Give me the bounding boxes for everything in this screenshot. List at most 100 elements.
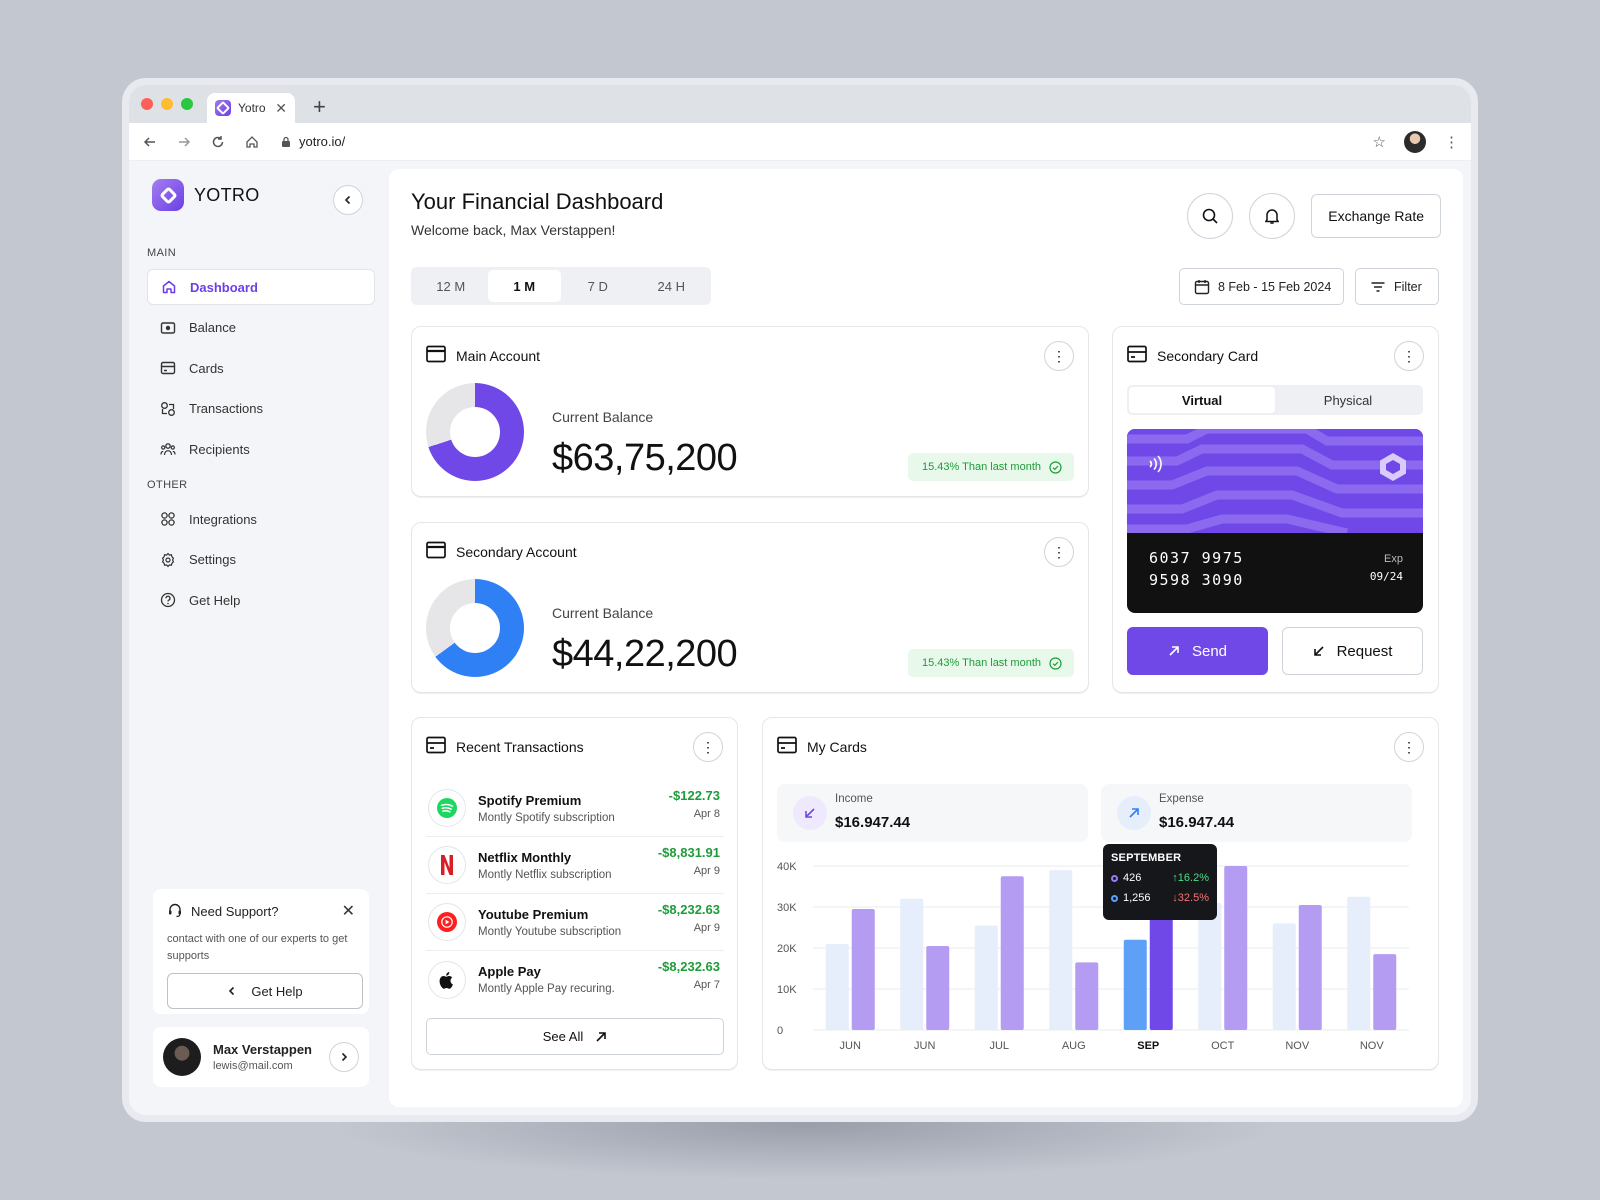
minimize-window-dot[interactable]	[161, 98, 173, 110]
bar-chart[interactable]: 0 10K 20K 30K 40K JUN JUN JUL AUG SEP OCT NOV NOV	[773, 856, 1423, 1056]
growth-text: 15.43% Than last month	[921, 461, 1041, 473]
bar-oct-5-series-0[interactable]	[1198, 902, 1222, 1030]
bar-nov-6-series-0[interactable]	[1272, 923, 1296, 1030]
transaction-date: Apr 8	[693, 808, 720, 820]
secondary-card-menu-button[interactable]: ⋮	[1394, 341, 1424, 371]
tab-physical[interactable]: Physical	[1323, 392, 1373, 408]
card-number-line2: 9598 3090	[1149, 571, 1244, 589]
tooltip-month: SEPTEMBER	[1111, 852, 1182, 864]
sidebar-item-recipients[interactable]: Recipients	[147, 431, 375, 467]
browser-tab[interactable]: Yotro ✕	[207, 93, 295, 123]
back-icon[interactable]	[141, 133, 159, 151]
x-tick-label: NOV	[1360, 1040, 1385, 1052]
bar-nov-6-series-1[interactable]	[1298, 904, 1322, 1030]
transaction-list: Spotify Premium Montly Spotify subscript…	[426, 780, 724, 1008]
tab-1m[interactable]: 1 M	[487, 270, 561, 302]
y-tick-label: 20K	[777, 943, 797, 955]
bar-jul-2-series-1[interactable]	[1000, 876, 1024, 1030]
bar-oct-5-series-1[interactable]	[1224, 866, 1248, 1030]
sidebar-item-integrations[interactable]: Integrations	[147, 501, 375, 537]
page-title: Your Financial Dashboard	[411, 189, 664, 214]
list-item[interactable]: Apple Pay Montly Apple Pay recuring. -$8…	[426, 951, 724, 1008]
bell-icon	[1265, 209, 1280, 224]
users-icon	[159, 440, 177, 458]
contactless-icon	[1147, 455, 1163, 478]
sidebar-item-label: Get Help	[189, 592, 241, 608]
bar-jun-1-series-1[interactable]	[926, 945, 950, 1030]
sidebar-item-label: Recipients	[189, 441, 250, 457]
list-item[interactable]: Youtube Premium Montly Youtube subscript…	[426, 894, 724, 951]
transactions-menu-button[interactable]: ⋮	[693, 732, 723, 762]
more-vertical-icon: ⋮	[1402, 739, 1416, 755]
home-browser-icon[interactable]	[243, 133, 261, 151]
profile-open-button[interactable]	[329, 1042, 359, 1072]
sidebar-item-transactions[interactable]: Transactions	[147, 391, 375, 427]
bookmark-star-icon[interactable]: ☆	[1372, 133, 1386, 151]
tab-12m[interactable]: 12 M	[436, 278, 466, 294]
tab-7d[interactable]: 7 D	[587, 278, 608, 294]
home-icon	[160, 278, 178, 296]
tooltip-income-change: 16.2%	[1177, 872, 1209, 884]
bar-aug-3-series-0[interactable]	[1049, 870, 1073, 1030]
list-item[interactable]: Spotify Premium Montly Spotify subscript…	[426, 780, 724, 837]
see-all-button[interactable]: See All	[426, 1018, 724, 1055]
secondary-balance-value: $44,22,200	[552, 633, 738, 675]
y-tick-label: 10K	[777, 984, 797, 996]
get-help-button[interactable]: Get Help	[167, 973, 363, 1009]
send-button[interactable]: Send	[1127, 627, 1268, 675]
bar-sep-4-series-1[interactable]	[1149, 917, 1173, 1030]
other-nav: Integrations Settings Get Help	[147, 501, 375, 623]
sidebar-item-cards[interactable]: Cards	[147, 350, 375, 386]
brand[interactable]: YOTRO	[152, 179, 260, 211]
tab-close-icon[interactable]: ✕	[275, 99, 287, 116]
profile-name: Max Verstappen	[213, 1042, 312, 1057]
filter-button[interactable]: Filter	[1355, 268, 1439, 305]
bar-jul-2-series-0[interactable]	[974, 925, 998, 1030]
secondary-account-menu-button[interactable]: ⋮	[1044, 537, 1074, 567]
tab-virtual[interactable]: Virtual	[1129, 387, 1275, 413]
request-button[interactable]: Request	[1282, 627, 1423, 675]
list-item[interactable]: Netflix Monthly Montly Netflix subscript…	[426, 837, 724, 894]
bar-nov-7-series-0[interactable]	[1347, 896, 1371, 1030]
forward-icon[interactable]	[175, 133, 193, 151]
maximize-window-dot[interactable]	[181, 98, 193, 110]
transaction-date: Apr 9	[693, 922, 720, 934]
bar-aug-3-series-1[interactable]	[1075, 962, 1099, 1030]
sidebar-item-label: Settings	[189, 552, 236, 567]
browser-tabbar: Yotro ✕ +	[129, 85, 1471, 123]
user-profile[interactable]: Max Verstappen lewis@mail.com	[153, 1027, 369, 1087]
url-field[interactable]: yotro.io/	[281, 134, 345, 149]
credit-card-visual[interactable]: 6037 9975 9598 3090 Exp 09/24	[1127, 429, 1423, 613]
sidebar-item-label: Dashboard	[190, 279, 258, 295]
check-circle-icon	[1049, 656, 1062, 670]
bar-jun-0-series-1[interactable]	[851, 909, 875, 1030]
see-all-label: See All	[542, 1029, 584, 1044]
browser-menu-icon[interactable]: ⋮	[1444, 133, 1459, 151]
recent-transactions-panel: Recent Transactions ⋮ Spotify Premium Mo…	[411, 717, 738, 1070]
sidebar-item-settings[interactable]: Settings	[147, 542, 375, 578]
reload-icon[interactable]	[209, 133, 227, 151]
browser-profile-avatar[interactable]	[1404, 130, 1426, 153]
x-tick-label: AUG	[1062, 1040, 1086, 1052]
transaction-amount: -$8,831.91	[657, 845, 720, 860]
new-tab-icon[interactable]: +	[313, 94, 326, 119]
bar-jun-1-series-0[interactable]	[900, 898, 924, 1030]
sidebar-item-dashboard[interactable]: Dashboard	[147, 269, 375, 305]
tab-24h[interactable]: 24 H	[657, 278, 685, 294]
sidebar-item-get-help[interactable]: Get Help	[147, 582, 375, 618]
my-cards-menu-button[interactable]: ⋮	[1394, 732, 1424, 762]
bar-jun-0-series-0[interactable]	[825, 943, 849, 1030]
search-button[interactable]	[1187, 193, 1234, 239]
exchange-rate-button[interactable]: Exchange Rate	[1311, 194, 1441, 238]
notifications-button[interactable]	[1249, 193, 1296, 239]
collapse-sidebar-button[interactable]	[333, 185, 363, 215]
income-dot-icon	[1111, 874, 1118, 882]
main-account-menu-button[interactable]: ⋮	[1044, 341, 1074, 371]
gear-icon	[159, 551, 177, 569]
close-window-dot[interactable]	[141, 98, 153, 110]
bar-nov-7-series-1[interactable]	[1373, 954, 1397, 1030]
close-support-icon[interactable]: ✕	[341, 903, 355, 920]
sidebar-item-balance[interactable]: Balance	[147, 310, 375, 346]
bar-sep-4-series-0[interactable]	[1123, 939, 1147, 1030]
date-range-button[interactable]: 8 Feb - 15 Feb 2024	[1179, 268, 1344, 305]
